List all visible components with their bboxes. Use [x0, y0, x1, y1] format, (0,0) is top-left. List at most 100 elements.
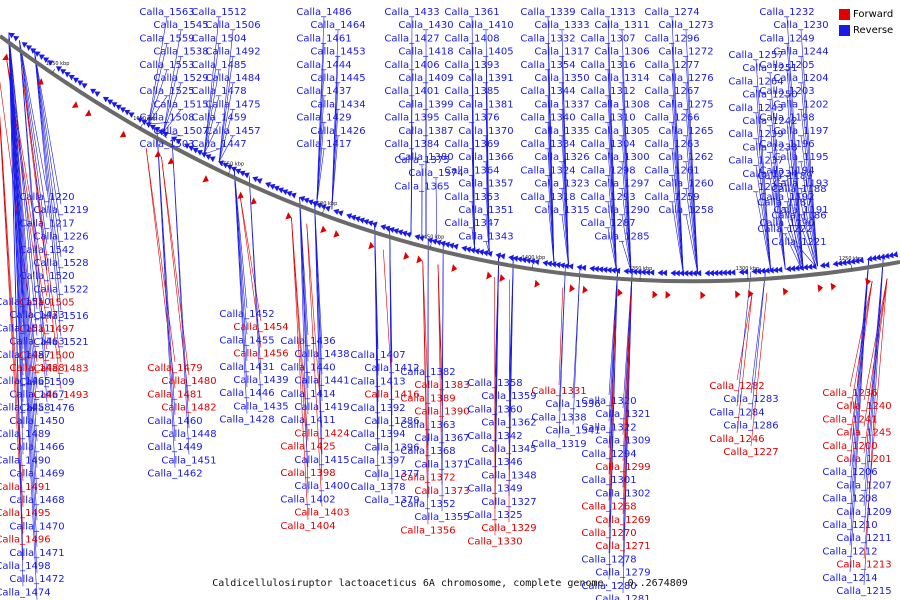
gene-label: Calla_1476: [19, 403, 74, 414]
forward-gene-arrow: [782, 287, 789, 296]
gene-label: Calla_1405: [458, 47, 513, 58]
gene-label: Calla_1563: [139, 7, 194, 18]
gene-connector: [145, 148, 176, 389]
gene-label: Calla_1478: [191, 86, 246, 97]
forward-swatch: [839, 9, 850, 20]
gene-label: Calla_1344: [520, 86, 575, 97]
gene-label: Calla_1246: [709, 434, 764, 445]
gene-connector: [800, 162, 818, 267]
gene-label: Calla_1205: [759, 60, 814, 71]
gene-connector: [561, 162, 569, 266]
gene-label: Calla_1354: [520, 60, 575, 71]
reverse-gene-arrow: [824, 261, 830, 268]
reverse-gene-arrow: [755, 267, 762, 275]
gene-label: Calla_1332: [520, 33, 575, 44]
gene-connector: [441, 243, 444, 512]
gene-connector: [622, 293, 632, 462]
gene-label: Calla_1285: [594, 231, 649, 242]
gene-label: Calla_1275: [658, 99, 713, 110]
gene-label: Calla_1492: [205, 47, 260, 58]
reverse-gene-arrow: [175, 138, 182, 145]
gene-connector: [786, 16, 804, 268]
gene-label: Calla_1504: [191, 33, 246, 44]
forward-gene-arrow: [582, 285, 588, 294]
gene-label: Calla_1262: [658, 152, 713, 163]
gene-label: Calla_1326: [534, 152, 589, 163]
gene-label: Calla_1340: [520, 113, 575, 124]
gene-label: Calla_1529: [153, 73, 208, 84]
gene-label: Calla_1385: [444, 86, 499, 97]
gene-label: Calla_1402: [280, 494, 335, 505]
gene-label: Calla_1234: [742, 169, 797, 180]
forward-gene-arrow: [451, 264, 458, 272]
gene-label: Calla_1278: [581, 554, 636, 565]
gene-connector: [233, 168, 248, 414]
gene-label: Calla_1374: [408, 168, 463, 179]
gene-connector: [622, 293, 632, 541]
gene-label: Calla_1404: [280, 521, 335, 532]
gene-label: Calla_1407: [350, 350, 405, 361]
reverse-gene-arrow: [235, 168, 242, 175]
reverse-gene-arrow: [631, 268, 638, 276]
reverse-gene-arrow: [759, 267, 766, 275]
gene-connector: [422, 260, 429, 393]
scale-tick: [321, 209, 325, 215]
gene-connector: [786, 175, 804, 268]
gene-connector: [218, 135, 234, 162]
scale-tick: [51, 68, 56, 74]
gene-label: Calla_1441: [294, 376, 349, 387]
scale-tick-label: 1500 kbp: [314, 201, 338, 207]
reverse-gene-arrow: [188, 145, 195, 152]
reverse-gene-arrow: [286, 190, 293, 197]
reverse-gene-arrow: [290, 192, 297, 199]
gene-label: Calla_1210: [822, 520, 877, 531]
gene-connector: [798, 220, 816, 267]
reverse-gene-arrow: [542, 260, 548, 267]
gene-label: Calla_1415: [294, 455, 349, 466]
reverse-gene-arrow: [414, 234, 421, 241]
gene-label: Calla_1376: [444, 113, 499, 124]
gene-label: Calla_1260: [658, 179, 713, 190]
scale-tick-label: 1300 kbp: [736, 266, 760, 272]
forward-gene-arrow: [700, 291, 706, 300]
gene-connector: [19, 40, 48, 244]
gene-label: Calla_1189: [757, 171, 812, 182]
gene-label: Calla_1430: [398, 20, 453, 31]
gene-label: Calla_1212: [822, 546, 877, 557]
reverse-gene-arrow: [324, 205, 331, 212]
gene-connector: [316, 122, 325, 204]
gene-label: Calla_1294: [581, 449, 636, 460]
reverse-gene-arrow: [785, 265, 792, 273]
gene-label: Calla_1439: [233, 375, 288, 386]
reverse-gene-arrow: [832, 260, 839, 267]
forward-gene-arrow: [154, 150, 161, 158]
gene-label: Calla_1241: [822, 414, 877, 425]
gene-connector: [800, 30, 818, 267]
forward-gene-arrow: [416, 255, 423, 264]
reverse-gene-arrow: [670, 269, 676, 277]
gene-label: Calla_1324: [520, 165, 575, 176]
scale-tick-label: 1250 kbp: [839, 256, 863, 262]
reverse-gene-arrow: [845, 258, 852, 266]
gene-connector: [0, 80, 38, 363]
gene-connector: [161, 156, 190, 402]
gene-label: Calla_1220: [19, 192, 74, 203]
forward-gene-arrow: [569, 284, 575, 293]
gene-label: Calla_1440: [280, 362, 335, 373]
forward-gene-arrow: [499, 273, 506, 282]
gene-label: Calla_1190: [759, 218, 814, 229]
gene-label: Calla_1226: [33, 232, 88, 243]
gene-connector: [736, 293, 753, 381]
forward-gene-arrow: [817, 284, 824, 293]
gene-label: Calla_1296: [644, 33, 699, 44]
gene-label: Calla_1444: [296, 60, 351, 71]
gene-label: Calla_1396: [364, 442, 419, 453]
gene-label: Calla_1251: [742, 63, 797, 74]
gene-connector: [331, 135, 339, 210]
gene-label: Calla_1452: [219, 309, 274, 320]
gene-label: Calla_1290: [594, 205, 649, 216]
reverse-gene-arrow: [508, 254, 514, 262]
gene-label: Calla_1351: [458, 205, 513, 216]
gene-connector: [750, 270, 766, 420]
gene-connector: [750, 270, 766, 394]
